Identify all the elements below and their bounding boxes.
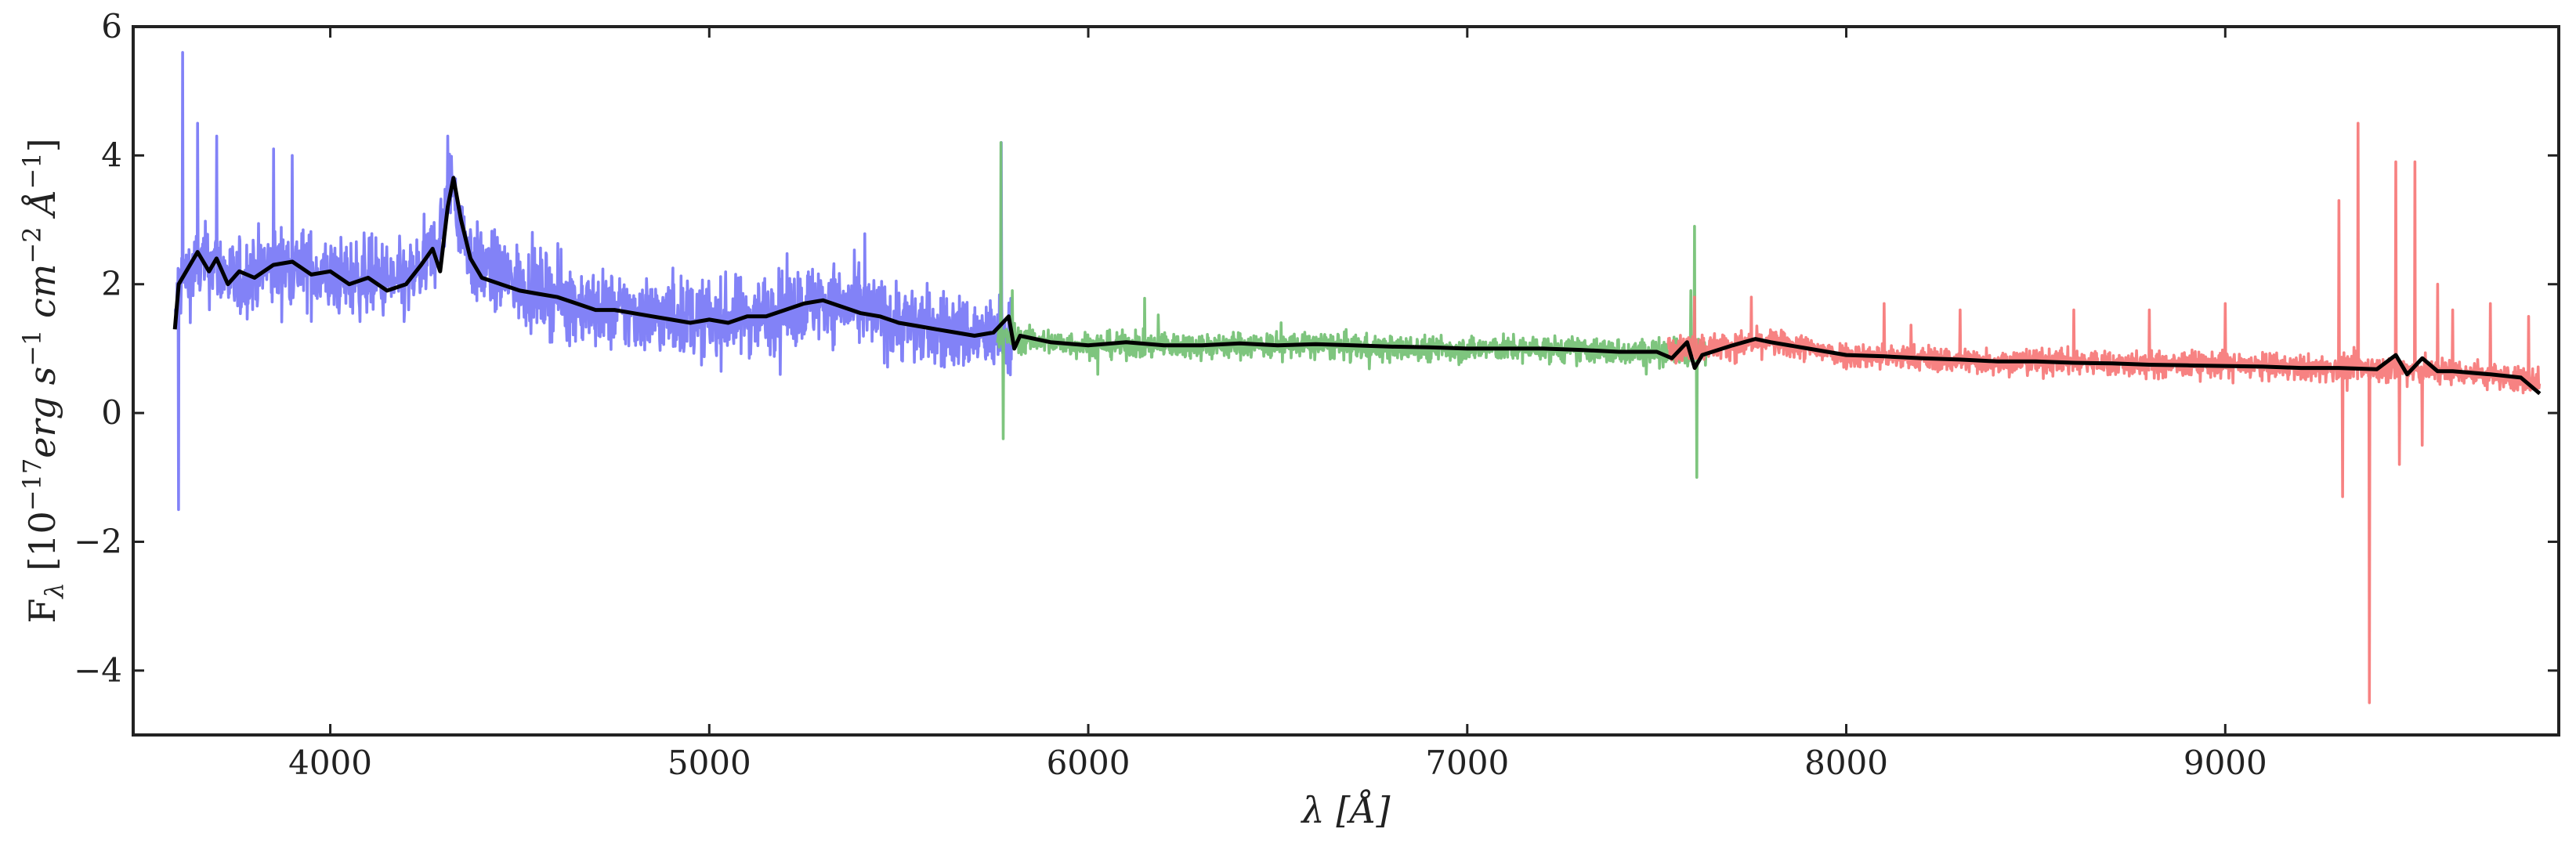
y-label-exp4: −1 (17, 152, 47, 189)
y-tick-label-0: 0 (101, 393, 122, 432)
smoothed-spectrum-line (172, 176, 2542, 396)
x-tick-label-7000: 7000 (1425, 744, 1509, 782)
y-tick-label-2: 2 (101, 265, 122, 303)
spectrum-series-line-3 (1666, 121, 2542, 704)
series-layer (174, 51, 2542, 704)
plot-frame (132, 25, 2560, 737)
y-axis-label: Fλ [10−17erg s−1 cm−2 Å−1] (17, 138, 69, 623)
y-tick-label-6: 6 (101, 7, 122, 45)
y-label-open: [10 (21, 511, 63, 582)
tick-layer: 4000 5000 6000 7000 8000 9000 −4 −2 0 2 4 6 (74, 7, 2559, 782)
y-tick-label--2: −2 (74, 522, 122, 560)
y-label-exp2: −1 (17, 330, 47, 367)
y-tick-label-4: 4 (101, 136, 122, 174)
smoothed-line-layer (172, 176, 2542, 396)
y-label-erg: erg s (21, 367, 63, 458)
x-tick-label-6000: 6000 (1047, 744, 1131, 782)
x-tick-label-4000: 4000 (288, 744, 372, 782)
spectrum-series-line-2 (996, 141, 1708, 480)
spectrum-series-line-1 (174, 51, 1014, 512)
x-tick-label-9000: 9000 (2183, 744, 2267, 782)
x-tick-label-8000: 8000 (1804, 744, 1888, 782)
y-label-close: ] (21, 138, 63, 152)
y-label-main: F (21, 599, 63, 624)
y-label-exp1: −17 (17, 458, 47, 512)
y-label-ang: Å (20, 190, 63, 227)
y-label-sub: λ (39, 582, 69, 599)
y-label-exp3: −2 (17, 226, 47, 263)
y-tick-label--4: −4 (74, 651, 122, 690)
x-axis-label: λ [Å] (1301, 788, 1391, 831)
y-label-cm: cm (21, 264, 63, 330)
x-tick-label-5000: 5000 (668, 744, 751, 782)
